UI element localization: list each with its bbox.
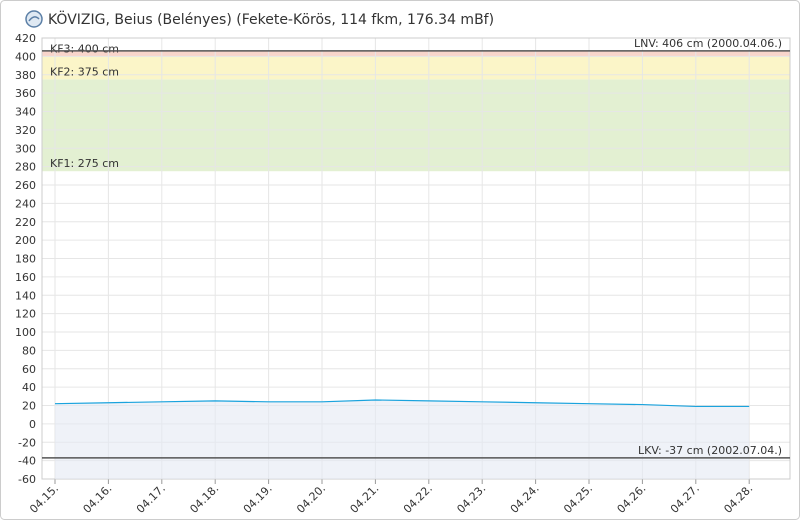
y-tick-label: -40 xyxy=(18,455,36,468)
y-tick-label: 120 xyxy=(15,308,36,321)
max-level-label: LNV: 406 cm (2000.04.06.) xyxy=(634,37,782,50)
y-tick-label: 160 xyxy=(15,271,36,284)
y-tick-label: 200 xyxy=(15,234,36,247)
y-tick-label: 260 xyxy=(15,179,36,192)
line xyxy=(54,399,750,408)
threshold-band xyxy=(42,56,790,80)
y-tick-label: 180 xyxy=(15,253,36,266)
chart-title: KÖVIZIG, Beius (Belényes) (Fekete-Körös,… xyxy=(48,10,494,28)
y-tick-label: 60 xyxy=(22,363,36,376)
y-tick-label: 380 xyxy=(15,69,36,82)
y-tick-label: -60 xyxy=(18,473,36,486)
y-tick-label: 420 xyxy=(15,32,36,45)
y-tick-label: 220 xyxy=(15,216,36,229)
y-tick-label: 0 xyxy=(29,418,36,431)
icon-wave xyxy=(28,16,40,22)
y-tick-label: 300 xyxy=(15,142,36,155)
y-tick-label: 40 xyxy=(22,381,36,394)
y-tick-label: 100 xyxy=(15,326,36,339)
y-tick-label: -20 xyxy=(18,436,36,449)
y-tick-label: 140 xyxy=(15,289,36,302)
threshold-band xyxy=(42,79,790,172)
icon xyxy=(25,10,43,28)
y-tick-label: 340 xyxy=(15,106,36,119)
band-label: KF1: 275 cm xyxy=(50,157,119,170)
y-tick-label: 360 xyxy=(15,87,36,100)
threshold-band xyxy=(42,50,790,57)
min-level-label: LKV: -37 cm (2002.07.04.) xyxy=(638,444,782,457)
y-tick-label: 20 xyxy=(22,400,36,413)
y-tick-label: 240 xyxy=(15,197,36,210)
area xyxy=(55,399,750,479)
y-tick-label: 400 xyxy=(15,50,36,63)
band-label: KF2: 375 cm xyxy=(50,65,119,78)
band-label: KF3: 400 cm xyxy=(50,42,119,55)
y-tick-label: 280 xyxy=(15,161,36,174)
y-tick-label: 80 xyxy=(22,344,36,357)
y-tick-label: 320 xyxy=(15,124,36,137)
